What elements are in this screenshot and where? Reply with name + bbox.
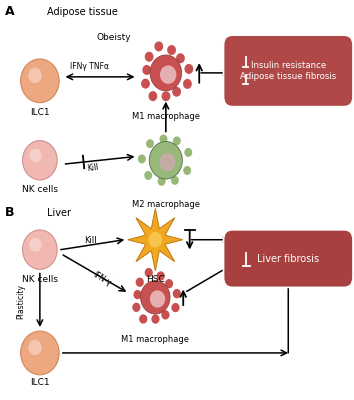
Circle shape — [171, 176, 179, 185]
Circle shape — [173, 289, 181, 298]
Text: HSC: HSC — [146, 276, 165, 284]
Polygon shape — [128, 208, 183, 271]
Circle shape — [141, 281, 170, 314]
Circle shape — [161, 91, 170, 101]
Circle shape — [23, 230, 57, 269]
Circle shape — [165, 279, 173, 288]
Text: Plasticity: Plasticity — [16, 284, 25, 319]
Circle shape — [154, 42, 163, 52]
Text: M1 macrophage: M1 macrophage — [132, 112, 200, 121]
Circle shape — [141, 79, 150, 89]
Circle shape — [156, 271, 165, 281]
Text: Obeisty: Obeisty — [96, 33, 131, 42]
Text: M2 macrophage: M2 macrophage — [132, 200, 200, 209]
Circle shape — [133, 290, 142, 299]
Circle shape — [184, 148, 192, 157]
Text: Insulin resistance
Adipose tissue fibrosis: Insulin resistance Adipose tissue fibros… — [240, 60, 336, 81]
Circle shape — [171, 303, 179, 312]
Circle shape — [139, 314, 147, 324]
Circle shape — [160, 153, 175, 171]
Text: NK cells: NK cells — [22, 185, 58, 194]
Text: M1 macrophage: M1 macrophage — [121, 335, 189, 344]
Circle shape — [145, 52, 154, 62]
Circle shape — [21, 59, 59, 103]
Circle shape — [158, 177, 166, 186]
Circle shape — [160, 134, 167, 144]
Circle shape — [184, 64, 193, 74]
FancyBboxPatch shape — [223, 35, 353, 107]
Text: ILC1: ILC1 — [30, 378, 50, 387]
Circle shape — [148, 91, 157, 101]
Circle shape — [138, 154, 146, 164]
Text: IFNγ TNFα: IFNγ TNFα — [70, 62, 109, 72]
Circle shape — [144, 171, 152, 180]
Circle shape — [161, 310, 170, 320]
Circle shape — [173, 136, 181, 146]
Circle shape — [183, 79, 192, 89]
Text: B: B — [5, 206, 15, 219]
Circle shape — [172, 87, 181, 97]
Text: IFN-γ: IFN-γ — [91, 271, 113, 288]
Circle shape — [29, 238, 42, 252]
Circle shape — [150, 290, 165, 308]
Circle shape — [149, 232, 162, 248]
Circle shape — [160, 65, 176, 84]
Circle shape — [142, 65, 151, 75]
Text: Liver fibrosis: Liver fibrosis — [257, 254, 319, 264]
Circle shape — [145, 268, 153, 277]
Circle shape — [152, 314, 160, 324]
Text: NK cells: NK cells — [22, 275, 58, 284]
Circle shape — [149, 142, 182, 179]
Text: ILC1: ILC1 — [30, 108, 50, 117]
Text: A: A — [5, 5, 15, 18]
Circle shape — [136, 278, 144, 287]
Circle shape — [176, 53, 185, 63]
Circle shape — [21, 331, 59, 375]
Circle shape — [28, 340, 42, 355]
Text: Liver: Liver — [47, 208, 71, 218]
Text: Kill: Kill — [85, 236, 97, 246]
Circle shape — [167, 45, 176, 55]
Text: Adipose tissue: Adipose tissue — [47, 7, 118, 17]
Circle shape — [29, 148, 42, 162]
Text: Kill: Kill — [87, 163, 99, 173]
Circle shape — [23, 141, 57, 180]
Circle shape — [150, 55, 182, 91]
Circle shape — [146, 139, 154, 148]
Circle shape — [132, 303, 141, 312]
Circle shape — [28, 68, 42, 83]
Circle shape — [183, 166, 191, 175]
FancyBboxPatch shape — [223, 230, 353, 287]
